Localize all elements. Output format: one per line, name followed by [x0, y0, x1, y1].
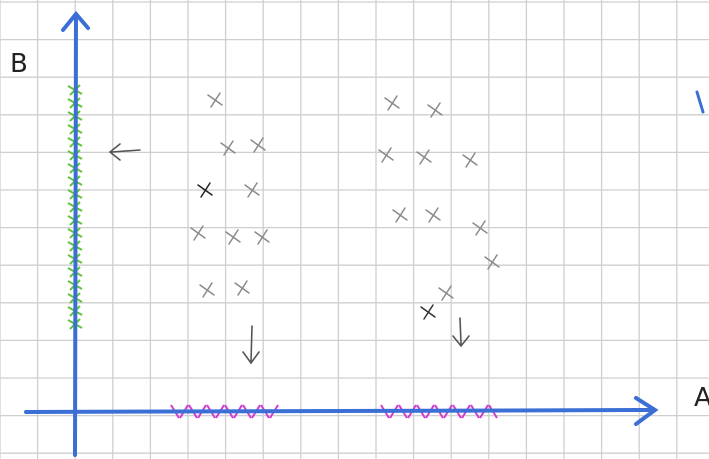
- x-axis-label: A: [694, 383, 709, 413]
- cross-mark: [485, 255, 499, 269]
- cross-mark: [463, 153, 477, 167]
- cross-mark: [393, 208, 407, 222]
- cross-mark: [200, 283, 214, 297]
- grid-paper: [0, 0, 709, 459]
- cross-mark: [385, 96, 399, 110]
- cross-mark: [426, 208, 440, 222]
- cross-mark: [421, 305, 435, 319]
- x-axis: [26, 410, 654, 412]
- page: B A (() => { const data = JSON.parse(doc…: [0, 0, 709, 459]
- cross-mark: [208, 93, 222, 107]
- direction-arrows: [110, 144, 469, 363]
- projections: [68, 85, 497, 418]
- cross-mark: [235, 281, 249, 295]
- arrow-down: [243, 326, 259, 363]
- cross-mark: [226, 230, 240, 244]
- y-axis-label: B: [10, 49, 28, 79]
- points: [191, 93, 499, 319]
- stray-mark: [697, 92, 703, 112]
- cross-mark: [255, 230, 269, 244]
- y-axis: [75, 16, 76, 455]
- sketch: B A: [0, 0, 709, 459]
- arrow-down: [453, 318, 469, 346]
- cross-mark: [379, 148, 393, 162]
